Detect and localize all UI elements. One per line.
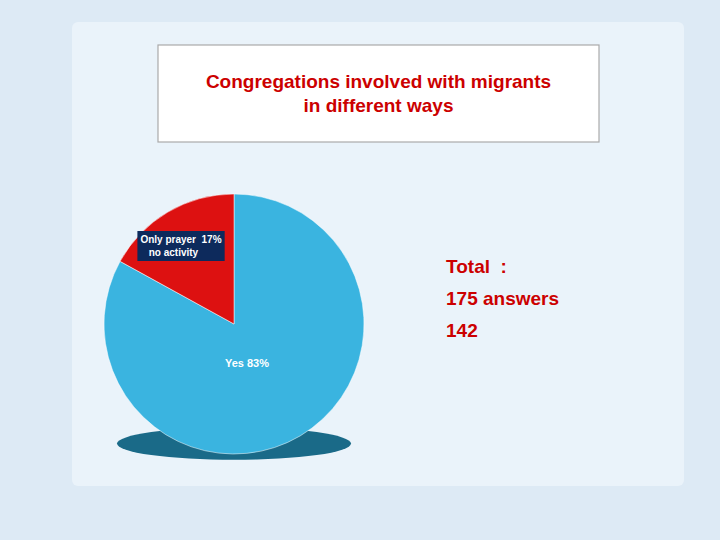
data-label-group: Only prayer 17% no activity	[137, 231, 224, 261]
data-label: Yes 83%	[225, 357, 269, 369]
label-box	[137, 231, 224, 261]
pie	[104, 194, 364, 454]
pie-slice	[120, 194, 234, 324]
title: Congregations involved with migrantsin d…	[206, 71, 551, 116]
annotation: Total :175 answers142	[446, 256, 559, 341]
chart: Congregations involved with migrantsin d…	[0, 0, 720, 540]
data-label: Only prayer 17% no activity	[140, 234, 221, 258]
card	[72, 22, 684, 486]
title-box	[158, 45, 599, 142]
pie-slice	[104, 194, 364, 454]
background	[0, 0, 720, 540]
